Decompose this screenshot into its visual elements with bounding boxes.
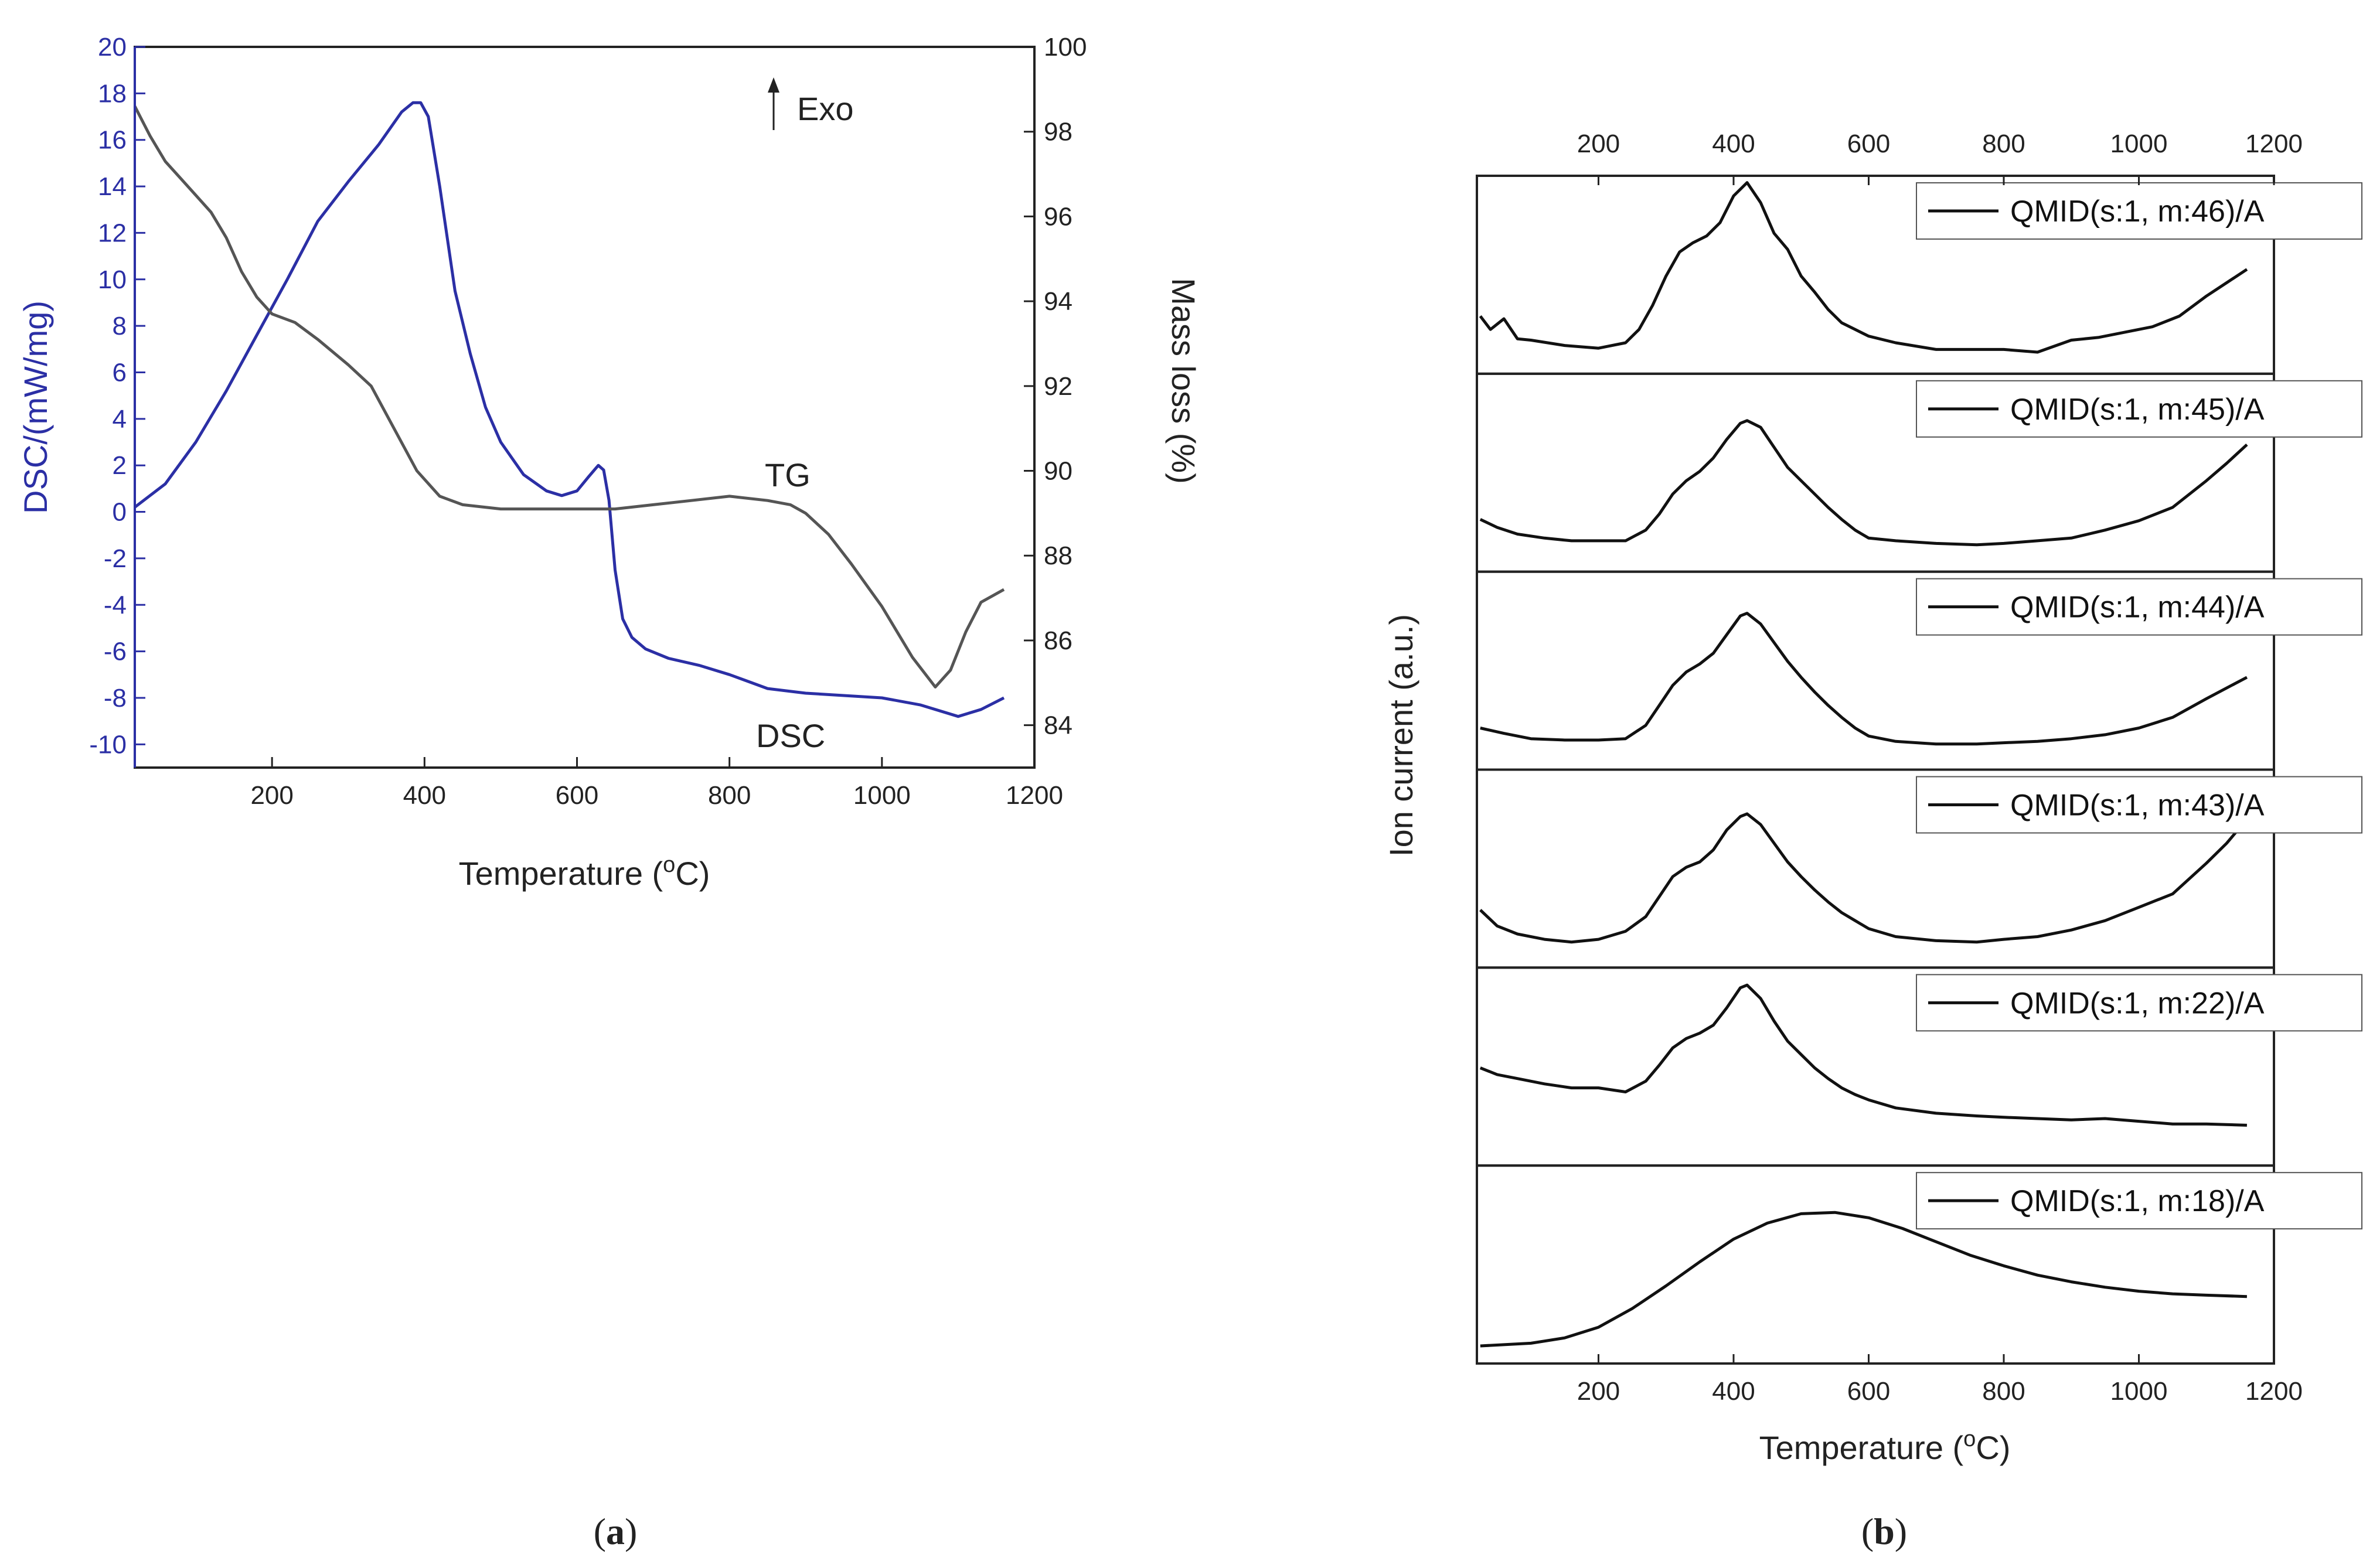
dsc-curve-label: DSC [756,717,825,754]
panel-a-x-axis-ticks: 200 400 600 800 1000 1200 [250,757,1063,810]
legend-label: QMID(s:1, m:46)/A [2010,195,2265,229]
x-top-tick-label: 1000 [2110,129,2168,158]
x-top-tick-label: 800 [1982,129,2025,158]
ion-current-line [1480,1211,2247,1348]
y-tick-label: 4 [113,405,127,434]
x-top-tick-label: 400 [1712,129,1755,158]
legend-label: QMID(s:1, m:44)/A [2010,591,2265,625]
y-tick-label: 6 [113,358,127,387]
y-tick-label: 18 [98,79,127,108]
legend-label: QMID(s:1, m:18)/A [2010,1184,2265,1218]
panel-b-x-axis-ticks: 200 200 400 400 600 600 800 800 1000 1000 1200 1200 [1577,129,2303,1406]
ion-current-line [1480,612,2248,746]
y2-tick-label: 84 [1044,711,1073,740]
x-tick-label: 200 [250,781,293,810]
exo-annotation: Exo [768,77,854,130]
x-top-tick-label: 600 [1847,129,1890,158]
x-bottom-tick-label: 800 [1982,1377,2025,1406]
y-tick-label: -4 [104,591,127,619]
x-tick-label: 600 [556,781,598,810]
y2-tick-label: 86 [1044,626,1073,655]
y-tick-label: 16 [98,126,127,155]
legend-box [1916,776,2362,834]
y2-tick-label: 100 [1044,33,1087,62]
y2-tick-label: 88 [1044,541,1073,570]
y2-tick-label: 92 [1044,372,1073,401]
y-tick-label: -8 [104,684,127,713]
panel-b-x-axis-title: Temperature (oC) [1759,1427,2011,1466]
y-tick-label: -2 [104,544,127,573]
x-top-tick-label: 200 [1577,129,1620,158]
ion-current-line [1479,181,2248,354]
y-tick-label: 20 [98,33,127,62]
ion-current-line [1479,419,2248,547]
y-tick-label: 2 [113,451,127,480]
panel-b-caption: (b) [1861,1511,1907,1552]
x-tick-label: 1000 [853,781,911,810]
y-tick-label: 12 [98,219,127,247]
panel-b-data-lines [1479,181,2248,1348]
panel-a-x-axis-title: Temperature (oC) [459,853,710,892]
ion-current-line [1479,812,2248,944]
panel-a-left-axis-ticks: -10 -8 -6 -4 -2 0 2 4 6 8 10 12 14 16 18 20 [89,33,145,768]
exo-label: Exo [797,90,854,127]
legend-label: QMID(s:1, m:43)/A [2010,789,2265,823]
y-tick-label: 10 [98,265,127,294]
panel-a-data-lines [133,101,1005,718]
x-bottom-tick-label: 1000 [2110,1377,2168,1406]
subplot-frame [1476,1164,2275,1365]
x-bottom-tick-label: 200 [1577,1377,1620,1406]
y2-tick-label: 90 [1044,457,1073,486]
x-bottom-tick-label: 1200 [2245,1377,2303,1406]
y-tick-label: -10 [89,730,127,759]
panel-a-caption: (a) [594,1511,638,1552]
panel-a-dsc-tg-chart: -10 -8 -6 -4 -2 0 2 4 6 8 10 12 14 16 18 20 84 86 88 90 92 9… [17,33,1202,1552]
panel-a-plot-frame [134,46,1036,769]
y2-tick-label: 98 [1044,118,1073,146]
y-tick-label: 8 [113,312,127,340]
y2-tick-label: 96 [1044,202,1073,231]
x-bottom-tick-label: 600 [1847,1377,1890,1406]
panel-b-ion-current-chart: QMID(s:1, m:46)/A QMID(s:1, m:45)/A QMID(s… [1383,129,2362,1552]
panel-a-y2-axis-title: Mass loss (%) [1165,278,1202,484]
tg-curve-label: TG [765,456,811,493]
y-tick-label: 14 [98,172,127,201]
series-tg-line [133,105,1005,688]
x-top-tick-label: 1200 [2245,129,2303,158]
exo-arrow-head-icon [768,77,779,93]
legend-label: QMID(s:1, m:22)/A [2010,986,2265,1020]
panel-a-y-axis-title: DSC/(mW/mg) [17,301,54,514]
series-dsc-line [134,101,1005,718]
y-tick-label: -6 [104,638,127,666]
y-tick-label: 0 [113,498,127,527]
x-tick-label: 800 [708,781,751,810]
panel-b-subplot-frames [1476,175,2275,1365]
x-bottom-tick-label: 400 [1712,1377,1755,1406]
y2-tick-label: 94 [1044,287,1073,316]
legend-label: QMID(s:1, m:45)/A [2010,393,2265,427]
x-tick-label: 400 [403,781,446,810]
panel-b-y-axis-title: Ion current (a.u.) [1383,614,1419,857]
panel-a-right-axis-ticks: 84 86 88 90 92 94 96 98 100 [1024,33,1087,740]
x-tick-label: 1200 [1006,781,1063,810]
panel-b-legends: QMID(s:1, m:46)/A QMID(s:1, m:45)/A QMID(s… [1916,182,2362,1230]
ion-current-line [1479,983,2247,1127]
